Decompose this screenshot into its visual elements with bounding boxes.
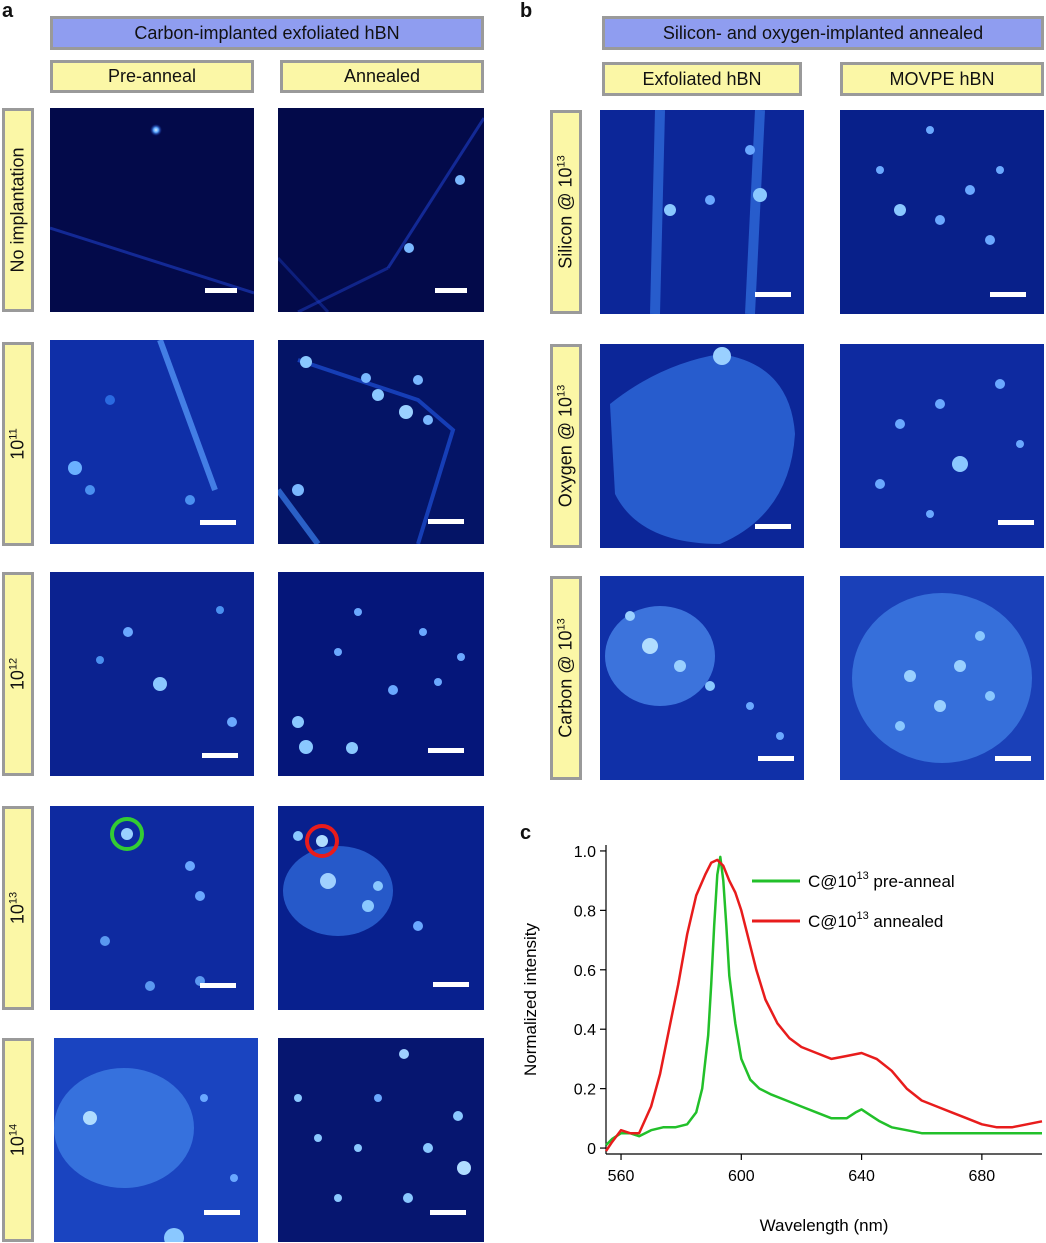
image-1e14-annealed — [278, 1038, 484, 1242]
panel-a-row-label-1e14: 1014 — [2, 1038, 34, 1242]
y-tick-label: 0.6 — [574, 963, 596, 980]
panel-b-row-label-oxygen: Oxygen @ 1013 — [550, 344, 582, 548]
image-1e11-annealed — [278, 340, 484, 544]
panel-b-column-movpe: MOVPE hBN — [840, 62, 1044, 96]
panel-a-header: Carbon-implanted exfoliated hBN — [50, 16, 484, 50]
y-axis-label: Normalized intensity — [521, 922, 540, 1076]
image-no-implant-pre-anneal — [50, 108, 254, 312]
panel-letter-c: c — [520, 822, 532, 844]
image-carbon-exfoliated — [600, 576, 804, 780]
image-1e13-annealed — [278, 806, 484, 1010]
panel-letter-b: b — [520, 0, 533, 22]
image-silicon-exfoliated — [600, 110, 804, 314]
y-tick-label: 0 — [587, 1141, 596, 1158]
image-1e11-pre-anneal — [50, 340, 254, 544]
panel-a-row-label-1e11: 1011 — [2, 342, 34, 546]
image-oxygen-movpe — [840, 344, 1044, 548]
image-1e12-annealed — [278, 572, 484, 776]
image-no-implant-annealed — [278, 108, 484, 312]
panel-b-row-label-carbon: Carbon @ 1013 — [550, 576, 582, 780]
panel-a-column-pre-anneal: Pre-anneal — [50, 60, 254, 93]
x-tick-label: 680 — [969, 1168, 996, 1185]
panel-b-header: Silicon- and oxygen-implanted annealed — [602, 16, 1044, 50]
panel-a-row-label-1e13: 1013 — [2, 806, 34, 1010]
y-tick-label: 0.2 — [574, 1082, 596, 1099]
image-1e13-pre-anneal — [50, 806, 254, 1010]
x-tick-label: 560 — [608, 1168, 635, 1185]
panel-letter-a: a — [2, 0, 14, 22]
image-carbon-movpe — [840, 576, 1044, 780]
y-tick-label: 0.8 — [574, 903, 596, 920]
series-line-0 — [605, 855, 1042, 1146]
series-line-1 — [604, 858, 1043, 1152]
panel-b-column-exfoliated: Exfoliated hBN — [602, 62, 802, 96]
panel-a-column-annealed: Annealed — [280, 60, 484, 93]
y-tick-label: 0.4 — [574, 1022, 596, 1039]
image-oxygen-exfoliated — [600, 344, 804, 548]
image-silicon-movpe — [840, 110, 1044, 314]
legend-label-0: C@1013 pre-anneal — [808, 870, 955, 891]
panel-a-row-label-no-implantation: No implantation — [2, 108, 34, 312]
panel-b-row-label-silicon: Silicon @ 1013 — [550, 110, 582, 314]
image-1e12-pre-anneal — [50, 572, 254, 776]
panel-a-row-label-1e12: 1012 — [2, 572, 34, 776]
legend-label-1: C@1013 annealed — [808, 910, 943, 931]
spectrum-chart: 0 0.2 0.4 0.6 0.8 1.0 560 600 640 680 Normalized… — [521, 844, 1043, 1235]
image-1e14-pre-anneal — [54, 1038, 258, 1242]
x-tick-label: 600 — [728, 1168, 755, 1185]
x-axis-label: Wavelength (nm) — [760, 1216, 889, 1235]
y-tick-label: 1.0 — [574, 844, 596, 861]
x-tick-label: 640 — [848, 1168, 875, 1185]
